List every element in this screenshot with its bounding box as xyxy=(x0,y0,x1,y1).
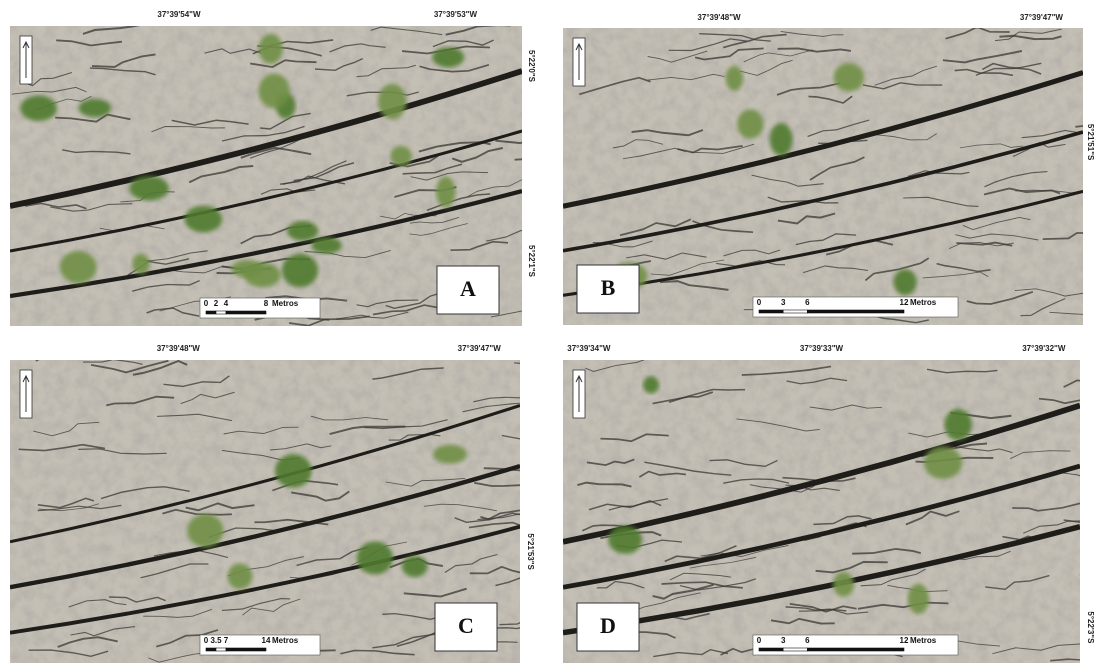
top-coordinate: 37°39'33"W xyxy=(800,344,844,353)
panel-letter: A xyxy=(460,276,476,301)
scale-tick: 2 xyxy=(214,299,219,308)
vegetation xyxy=(908,584,929,614)
scale-tick: 6 xyxy=(805,298,810,307)
crack xyxy=(36,350,89,361)
panel-letter: C xyxy=(458,613,474,638)
panel: 37°39'54"W 37°39'53"W 5°22'0"S 5°22'1"S A 024… xyxy=(10,10,577,326)
vegetation xyxy=(834,63,865,91)
vegetation xyxy=(282,254,318,288)
vegetation xyxy=(944,409,972,440)
figure: 37°39'54"W37°39'53"W5°22'0"S5°22'1"SA024… xyxy=(0,0,1097,663)
vegetation xyxy=(924,446,962,479)
vegetation xyxy=(432,47,464,67)
vegetation xyxy=(187,514,223,547)
scale-tick: 0 xyxy=(757,636,762,645)
panel-letter: B xyxy=(601,275,616,300)
panel: 37°39'48"W 37°39'47"W 5°21'53"S C 03.57 14Met… xyxy=(10,344,577,663)
vegetation xyxy=(231,260,263,277)
scale-tick: 3.5 xyxy=(210,636,222,645)
vegetation xyxy=(79,99,112,117)
vegetation xyxy=(60,251,97,283)
scale-tick: 0 xyxy=(204,299,209,308)
crack xyxy=(1080,564,1097,577)
top-coordinate: 37°39'48"W xyxy=(157,344,201,353)
panel-letter: D xyxy=(600,613,616,638)
vegetation xyxy=(390,146,412,167)
side-coordinate: 5°22'1"S xyxy=(527,245,536,278)
vegetation xyxy=(402,556,428,577)
vegetation xyxy=(275,454,312,488)
top-coordinate: 37°39'32"W xyxy=(1022,344,1066,353)
scale-unit: Metros xyxy=(910,636,937,645)
vegetation xyxy=(433,445,467,464)
top-coordinate: 37°39'53"W xyxy=(434,10,478,19)
scale-segment xyxy=(216,311,226,314)
side-coordinate: 5°21'53"S xyxy=(526,533,535,570)
vegetation xyxy=(643,376,659,393)
vegetation xyxy=(436,176,455,207)
scale-segment xyxy=(206,311,216,314)
scale-tick: 0 xyxy=(204,636,209,645)
side-coordinate: 5°21'51"S xyxy=(1086,124,1095,161)
vegetation xyxy=(893,269,916,295)
top-coordinate: 37°39'47"W xyxy=(458,344,502,353)
vegetation xyxy=(258,73,289,108)
vegetation xyxy=(132,254,150,274)
vegetation xyxy=(311,237,341,254)
scale-tick: 12 xyxy=(900,636,909,645)
top-coordinate: 37°39'54"W xyxy=(157,10,201,19)
vegetation xyxy=(227,564,252,590)
scale-tick: 3 xyxy=(781,298,786,307)
scale-segment xyxy=(206,648,216,651)
scale-tick: 0 xyxy=(757,298,762,307)
scale-tick: 3 xyxy=(781,636,786,645)
scale-unit: Metros xyxy=(272,299,299,308)
scale-segment xyxy=(216,648,226,651)
vegetation xyxy=(357,541,394,574)
vegetation xyxy=(770,123,793,156)
scale-segment xyxy=(783,310,807,313)
side-coordinate: 5°22'3"S xyxy=(1086,611,1095,644)
vegetation xyxy=(184,206,222,233)
vegetation xyxy=(129,176,169,201)
scale-tick: 12 xyxy=(900,298,909,307)
rock-texture xyxy=(563,360,1080,663)
scale-segment xyxy=(807,648,904,651)
top-coordinate: 37°39'47"W xyxy=(1020,13,1064,22)
vegetation xyxy=(737,109,763,138)
scale-tick: 7 xyxy=(224,636,229,645)
scale-tick: 4 xyxy=(224,299,229,308)
vegetation xyxy=(608,526,642,554)
scale-segment xyxy=(759,310,783,313)
scale-tick: 14 xyxy=(262,636,271,645)
aerial-photo xyxy=(563,27,1097,325)
panel: 37°39'34"W 37°39'33"W 37°39'32"W 5°22'3"S D 0… xyxy=(563,344,1097,663)
scale-unit: Metros xyxy=(910,298,937,307)
vegetation xyxy=(726,66,743,91)
top-coordinate: 37°39'48"W xyxy=(697,13,741,22)
vegetation xyxy=(378,84,406,120)
side-coordinate: 5°22'0"S xyxy=(527,50,536,83)
scale-segment xyxy=(759,648,783,651)
vegetation xyxy=(20,95,57,121)
vegetation xyxy=(287,221,318,241)
scale-tick: 8 xyxy=(264,299,269,308)
scale-tick: 6 xyxy=(805,636,810,645)
scale-segment xyxy=(226,311,266,314)
panel: 37°39'48"W 37°39'47"W 5°21'51"S B 0 3 6 12Metro… xyxy=(563,13,1097,325)
vegetation xyxy=(259,34,283,64)
top-coordinate: 37°39'34"W xyxy=(567,344,611,353)
scale-segment xyxy=(783,648,807,651)
scale-segment xyxy=(807,310,904,313)
vegetation xyxy=(833,572,854,597)
scale-unit: Metros xyxy=(272,636,299,645)
scale-segment xyxy=(226,648,266,651)
aerial-photo xyxy=(563,356,1097,663)
